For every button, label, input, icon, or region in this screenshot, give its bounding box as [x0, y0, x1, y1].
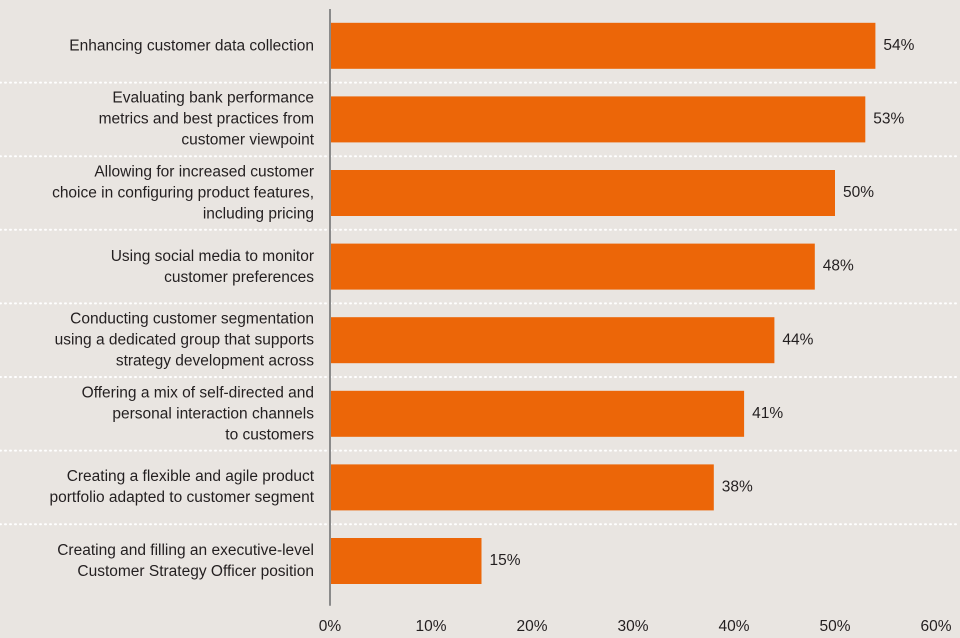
category-label: Offering a mix of self-directed and pers…: [81, 384, 314, 444]
x-tick-label: 50%: [819, 618, 850, 635]
x-tick-label: 0%: [319, 618, 342, 635]
category-label: Allowing for increased customer choice i…: [52, 163, 314, 223]
value-label: 48%: [823, 258, 854, 275]
x-tick-label: 40%: [718, 618, 749, 635]
category-label: Conducting customer segmentation using a…: [54, 310, 314, 370]
category-label: Using social media to monitor customer p…: [110, 247, 314, 286]
x-tick-label: 10%: [415, 618, 446, 635]
category-label: Enhancing customer data collection: [69, 37, 314, 55]
bar: [330, 170, 835, 216]
value-label: 38%: [722, 478, 753, 495]
value-label: 50%: [843, 184, 874, 201]
bar: [330, 317, 775, 364]
category-label: Evaluating bank performance metrics and …: [98, 89, 314, 149]
value-label: 41%: [752, 405, 783, 422]
value-label: 54%: [883, 37, 914, 54]
bar: [330, 538, 482, 584]
value-label: 44%: [782, 331, 813, 348]
bar: [330, 390, 745, 437]
category-label: Creating a flexible and agile product po…: [49, 468, 314, 507]
x-tick-label: 30%: [617, 618, 648, 635]
x-tick-label: 60%: [920, 618, 951, 635]
bar: [330, 96, 866, 143]
value-label: 53%: [873, 110, 904, 127]
category-label: Creating and filling an executive-level …: [57, 542, 314, 580]
bar: [330, 464, 714, 511]
bar: [330, 22, 876, 69]
bar: [330, 243, 815, 290]
x-tick-label: 20%: [516, 618, 547, 635]
value-label: 15%: [490, 552, 521, 569]
